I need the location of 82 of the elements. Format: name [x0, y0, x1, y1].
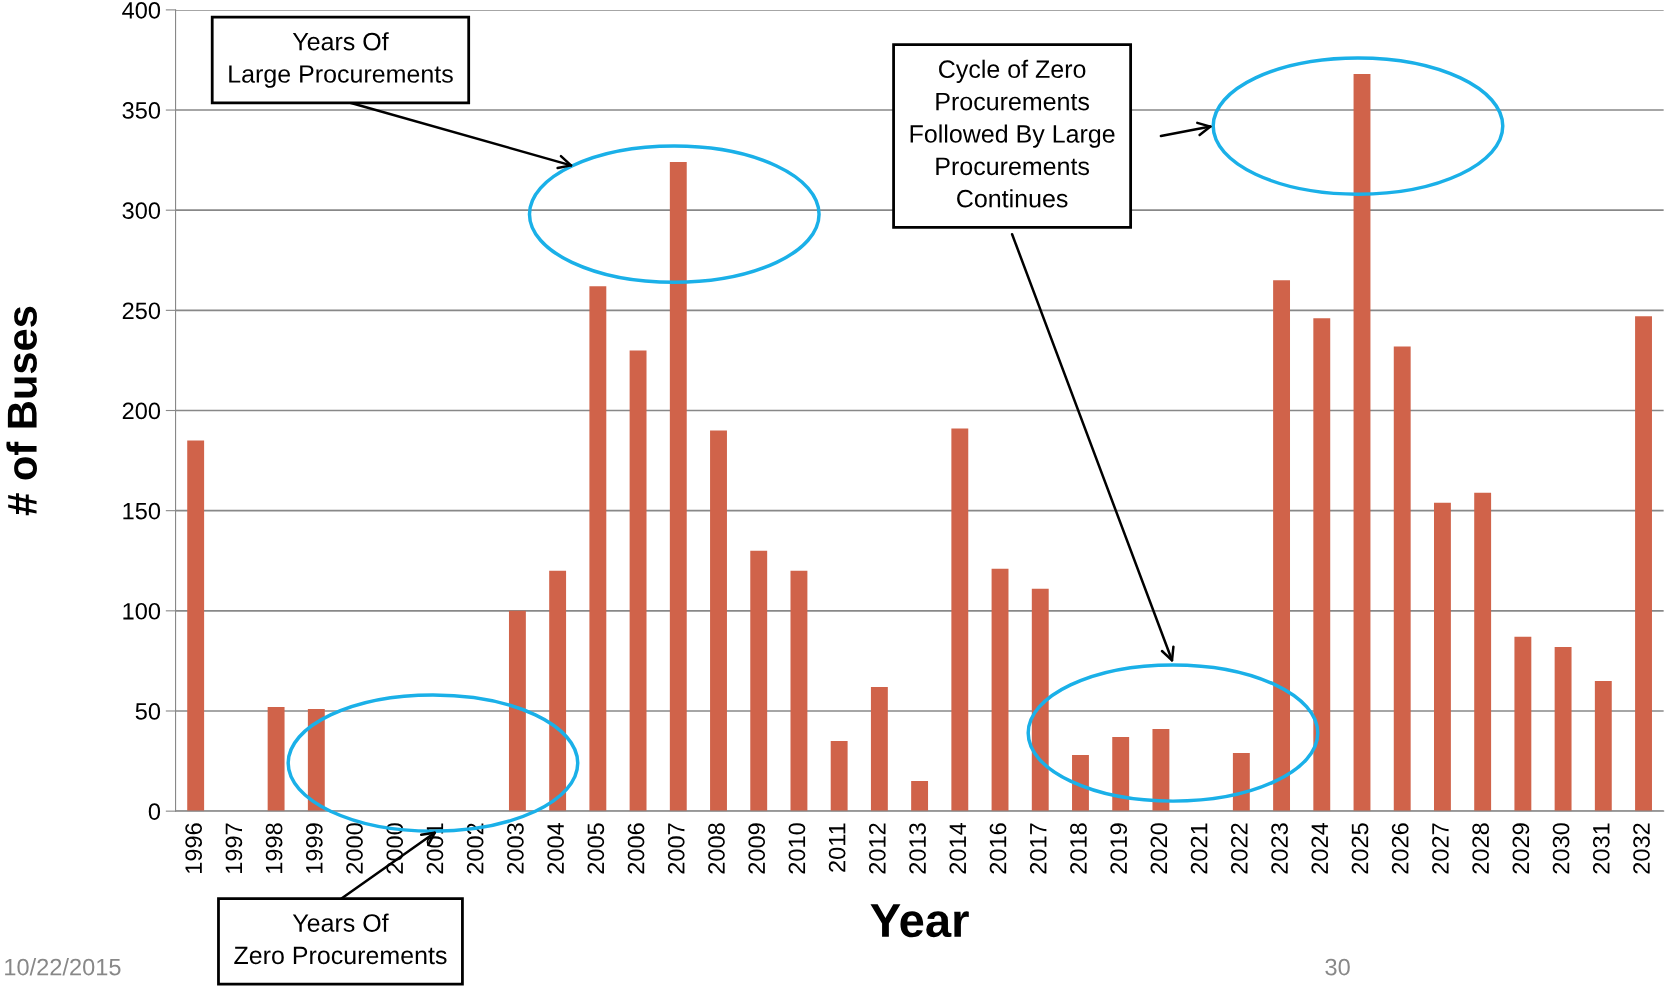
bar — [1594, 680, 1612, 812]
x-tick-label: 2008 — [708, 823, 725, 874]
bar — [1031, 588, 1049, 812]
bar — [1152, 729, 1170, 812]
text: Years Of Zero Procurements — [234, 913, 447, 965]
x-tick-label: 2023 — [1271, 823, 1288, 874]
y-axis-title: # of Buses — [6, 306, 37, 516]
x-axis-title: Year — [870, 904, 969, 938]
bar — [991, 568, 1009, 812]
y-tick-label: 200 — [122, 402, 161, 420]
x-tick-label: 2021 — [1190, 823, 1208, 874]
bar — [830, 741, 848, 812]
x-tick-label: 1997 — [225, 823, 243, 873]
y-tick-label: 400 — [122, 1, 161, 19]
x-tick-label: 2029 — [1512, 823, 1530, 874]
x-tick-label: 1996 — [185, 823, 203, 873]
x-tick-label: 2024 — [1311, 822, 1329, 874]
x-tick-label: 2007 — [667, 823, 685, 874]
bar — [549, 570, 567, 812]
x-tick-label: 2013 — [909, 823, 926, 874]
x-tick-label: 2025 — [1351, 823, 1369, 874]
bar — [307, 708, 325, 812]
y-tick-label: 250 — [122, 302, 161, 320]
x-tick-label: 2027 — [1432, 823, 1449, 874]
x-tick-label: 2022 — [1230, 823, 1248, 874]
bar — [1514, 636, 1532, 812]
bar — [1112, 737, 1130, 812]
x-tick-label: 2017 — [1029, 823, 1047, 874]
x-tick-label: 2032 — [1633, 823, 1650, 874]
bar — [267, 706, 285, 812]
y-tick-label: 150 — [123, 502, 161, 520]
bar — [1232, 753, 1250, 812]
x-tick-label: 2003 — [507, 823, 524, 874]
x-tick-label: 2031 — [1592, 823, 1610, 874]
bar — [911, 781, 929, 812]
bar — [508, 610, 526, 812]
x-tick-label: 1999 — [305, 823, 323, 873]
annotation: Years Of Large Procurements — [229, 32, 453, 88]
x-tick-label: 2014 — [949, 822, 967, 874]
y-tick-label: 50 — [135, 703, 161, 720]
y-tick-label: 300 — [122, 202, 161, 219]
x-tick-label: 2006 — [627, 823, 645, 874]
y-tick-label: 100 — [123, 602, 161, 620]
x-tick-label: 2030 — [1552, 823, 1570, 874]
x-tick-label: 2011 — [828, 823, 846, 872]
bar — [1393, 346, 1411, 812]
y-tick-label: 0 — [148, 803, 161, 820]
text: 10/22/2015 — [5, 958, 121, 976]
x-tick-label: 2005 — [587, 823, 605, 874]
x-tick-label: 2028 — [1472, 823, 1489, 874]
bar — [1353, 73, 1371, 812]
bar — [870, 686, 888, 812]
bar — [790, 570, 808, 812]
x-tick-label: 2012 — [869, 823, 886, 874]
x-tick-label: 2016 — [989, 823, 1007, 874]
bar — [1433, 502, 1451, 812]
x-tick-label: 2019 — [1110, 823, 1128, 874]
bar — [750, 550, 768, 812]
x-tick-label: 2002 — [466, 823, 484, 874]
bar — [669, 162, 687, 812]
bar — [589, 286, 607, 812]
x-tick-label: 2000 — [346, 823, 363, 874]
y-tick-label: 350 — [122, 102, 161, 119]
bar — [1273, 280, 1291, 812]
x-tick-label: 1998 — [265, 823, 283, 873]
bar — [1635, 316, 1652, 812]
bar — [187, 440, 205, 812]
bar — [710, 430, 727, 812]
bar — [1072, 755, 1089, 812]
x-tick-label: 2020 — [1150, 823, 1168, 874]
bar — [951, 428, 969, 812]
x-tick-label: 2010 — [788, 823, 806, 874]
bar — [1554, 646, 1572, 812]
x-tick-label: 2026 — [1391, 823, 1409, 874]
text: 30 — [1325, 958, 1350, 976]
x-tick-label: 2018 — [1070, 823, 1087, 874]
bar — [1313, 318, 1331, 812]
x-tick-label: 2004 — [547, 822, 564, 874]
bar — [629, 350, 647, 812]
annotation: Cycle of Zero Procurements Followed By Large Procurements Continues — [910, 59, 1115, 208]
bar — [1474, 492, 1492, 812]
x-tick-label: 2009 — [748, 823, 766, 874]
